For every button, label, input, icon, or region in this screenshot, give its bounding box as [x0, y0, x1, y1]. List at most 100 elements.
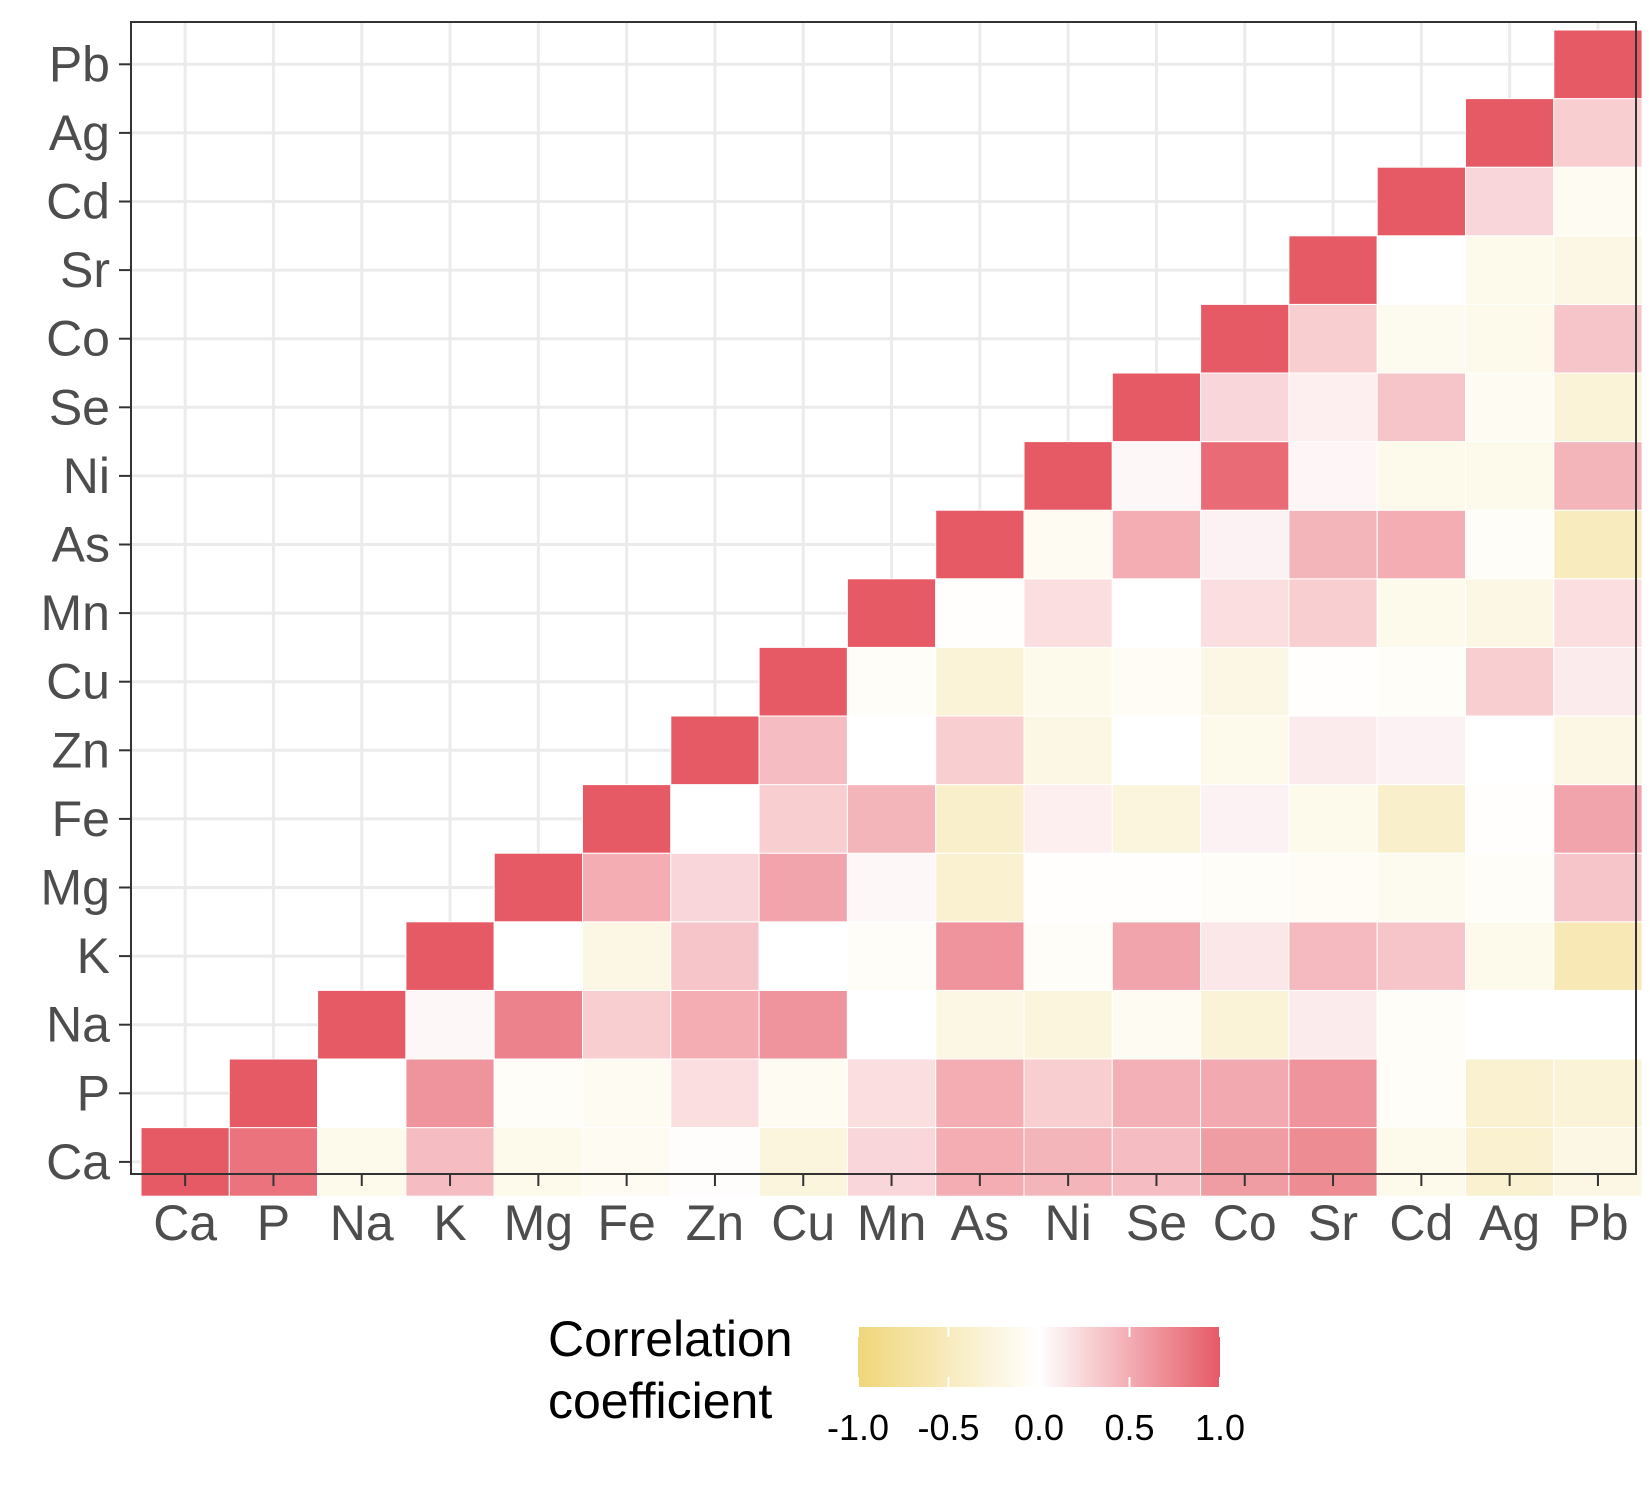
- heatmap-cell-as-pb: [1553, 509, 1643, 580]
- y-tick-label-k: K: [77, 928, 110, 984]
- heatmap-cell-na-k: [405, 989, 495, 1060]
- heatmap-cell-zn-se: [1111, 715, 1202, 786]
- heatmap-cell-as-ni: [1023, 509, 1113, 580]
- heatmap-cell-k-cu: [758, 921, 848, 991]
- heatmap-cell-k-ni: [1023, 921, 1113, 991]
- heatmap-cell-k-co: [1200, 921, 1290, 991]
- heatmap-cell-k-fe: [582, 921, 672, 991]
- heatmap-cell-pb-pb: [1553, 29, 1643, 100]
- heatmap-cell-na-zn: [670, 989, 760, 1060]
- heatmap-cell-fe-zn: [670, 784, 760, 854]
- heatmap-cell-na-cd: [1376, 989, 1466, 1060]
- y-tick-label-as: As: [52, 517, 110, 573]
- heatmap-cell-fe-sr: [1288, 784, 1378, 854]
- heatmap-cell-mg-cd: [1376, 852, 1466, 923]
- x-tick-label-ca: Ca: [153, 1195, 217, 1251]
- heatmap-cell-zn-as: [935, 715, 1025, 786]
- heatmap-cell-mg-mn: [846, 852, 937, 923]
- heatmap-cell-p-mn: [846, 1058, 937, 1129]
- heatmap-cell-se-se: [1111, 372, 1202, 443]
- heatmap-cell-fe-pb: [1553, 784, 1643, 854]
- heatmap-cell-fe-cd: [1376, 784, 1466, 854]
- heatmap-cell-na-mn: [846, 989, 937, 1060]
- y-axis-labels: Ca P Na K Mg Fe Zn Cu Mn As Ni Se Co Sr Cd Ag Pb: [41, 36, 111, 1190]
- heatmap-cell-na-cu: [758, 989, 848, 1060]
- heatmap-cell-ni-cd: [1376, 441, 1466, 511]
- heatmap-cell-mg-ni: [1023, 852, 1113, 923]
- heatmap-cell-p-na: [317, 1058, 407, 1129]
- heatmap-cell-zn-co: [1200, 715, 1290, 786]
- heatmap-cell-zn-mn: [846, 715, 937, 786]
- heatmap-cell-zn-cu: [758, 715, 848, 786]
- legend-tick-label: 0.0: [1014, 1407, 1064, 1448]
- heatmap-cell-se-co: [1200, 372, 1290, 443]
- heatmap-cell-cu-se: [1111, 646, 1202, 717]
- x-tick-label-k: K: [433, 1195, 466, 1251]
- legend-tick-label: -0.5: [917, 1407, 979, 1448]
- heatmap-cell-na-sr: [1288, 989, 1378, 1060]
- heatmap-cell-fe-co: [1200, 784, 1290, 854]
- heatmap-cell-as-as: [935, 509, 1025, 580]
- x-tick-label-mn: Mn: [857, 1195, 926, 1251]
- heatmap-cell-cu-cu: [758, 646, 848, 717]
- y-tick-label-p: P: [77, 1065, 110, 1121]
- heatmap-cell-na-ag: [1465, 989, 1555, 1060]
- heatmap-cell-sr-cd: [1376, 235, 1466, 305]
- heatmap-cell-fe-cu: [758, 784, 848, 854]
- legend-ticks: -1.0 -0.5 0.0 0.5 1.0: [827, 1327, 1245, 1448]
- heatmap-cell-cd-pb: [1553, 166, 1643, 237]
- heatmap-cell-p-k: [405, 1058, 495, 1129]
- y-tick-label-co: Co: [46, 311, 110, 367]
- y-tick-label-pb: Pb: [49, 36, 110, 92]
- heatmap-cell-co-co: [1200, 303, 1290, 374]
- heatmap-cell-cu-ag: [1465, 646, 1555, 717]
- y-tick-label-mg: Mg: [41, 860, 110, 916]
- heatmap-cell-na-co: [1200, 989, 1290, 1060]
- heatmap-cell-as-co: [1200, 509, 1290, 580]
- x-tick-label-as: As: [951, 1195, 1009, 1251]
- legend-tick-label: 1.0: [1195, 1407, 1245, 1448]
- x-tick-label-ag: Ag: [1479, 1195, 1540, 1251]
- x-tick-label-ni: Ni: [1045, 1195, 1092, 1251]
- heatmap-cell-p-cd: [1376, 1058, 1466, 1129]
- heatmap-cell-mg-pb: [1553, 852, 1643, 923]
- heatmap-cell-cd-ag: [1465, 166, 1555, 237]
- heatmap-cell-p-ni: [1023, 1058, 1113, 1129]
- heatmap-cell-p-zn: [670, 1058, 760, 1129]
- heatmap-cell-p-mg: [493, 1058, 584, 1129]
- y-tick-label-ni: Ni: [63, 448, 110, 504]
- heatmap-cell-ag-pb: [1553, 98, 1643, 168]
- plot-border: [130, 21, 1637, 1175]
- x-tick-label-pb: Pb: [1567, 1195, 1628, 1251]
- heatmap-cell-mg-as: [935, 852, 1025, 923]
- heatmap-cell-mn-mn: [846, 578, 937, 648]
- heatmap-cell-p-as: [935, 1058, 1025, 1129]
- heatmap-cell-ni-ag: [1465, 441, 1555, 511]
- heatmap-cell-as-ag: [1465, 509, 1555, 580]
- heatmap-cell-mg-co: [1200, 852, 1290, 923]
- heatmap-cell-cu-co: [1200, 646, 1290, 717]
- x-tick-label-cd: Cd: [1389, 1195, 1453, 1251]
- heatmap-cell-fe-ag: [1465, 784, 1555, 854]
- heatmap-cell-p-p: [228, 1058, 319, 1129]
- heatmap-cell-as-se: [1111, 509, 1202, 580]
- heatmap-cell-cu-pb: [1553, 646, 1643, 717]
- heatmap-cell-na-mg: [493, 989, 584, 1060]
- heatmap-cell-na-ni: [1023, 989, 1113, 1060]
- heatmap-cell-co-ag: [1465, 303, 1555, 374]
- y-tick-label-ca: Ca: [46, 1134, 110, 1190]
- heatmap-cell-cd-cd: [1376, 166, 1466, 237]
- x-tick-label-co: Co: [1213, 1195, 1277, 1251]
- heatmap-cell-k-pb: [1553, 921, 1643, 991]
- heatmap-cell-mg-ag: [1465, 852, 1555, 923]
- heatmap-cell-sr-ag: [1465, 235, 1555, 305]
- heatmap-cell-sr-sr: [1288, 235, 1378, 305]
- heatmap-cell-se-pb: [1553, 372, 1643, 443]
- legend: Correlation coefficient -1.0 -0.5 0.0 0.5 1.…: [548, 1311, 1245, 1448]
- axis-ticks: [119, 63, 1599, 1186]
- heatmap-cell-mn-co: [1200, 578, 1290, 648]
- heatmap-cells: [140, 29, 1643, 1197]
- heatmap-cell-cu-ni: [1023, 646, 1113, 717]
- y-tick-label-zn: Zn: [52, 722, 110, 778]
